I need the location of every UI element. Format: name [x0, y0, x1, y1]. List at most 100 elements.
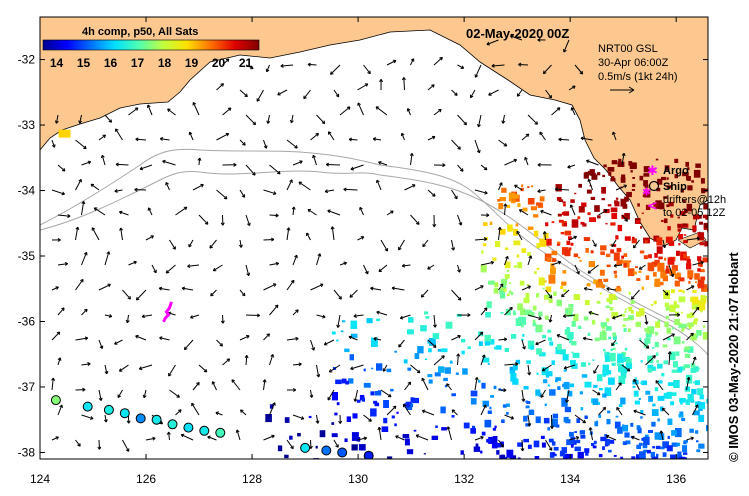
current-arrow-icon [168, 364, 176, 377]
sst-pixel [695, 163, 701, 168]
current-arrow-icon [613, 263, 623, 268]
current-arrow-icon [98, 339, 104, 349]
sst-pixel [573, 313, 579, 321]
sst-pixel [647, 326, 655, 334]
current-arrow-icon [307, 62, 317, 67]
sst-pixel [370, 408, 377, 417]
current-arrow-icon [567, 164, 576, 169]
sst-pixel [581, 202, 587, 207]
sst-pixel [563, 381, 570, 390]
sst-pixel [636, 311, 642, 317]
sst-pixel [656, 246, 663, 254]
sst-pixel [520, 308, 526, 316]
sst-pixel [350, 320, 358, 329]
sst-pixel [592, 359, 595, 361]
current-arrow-icon [93, 207, 106, 216]
sst-pixel [545, 371, 553, 377]
current-arrow-icon [376, 179, 382, 191]
sst-pixel [620, 314, 625, 317]
x-tick-label: 136 [666, 472, 686, 486]
sst-pixel [590, 196, 596, 200]
sst-pixel [686, 313, 691, 319]
current-arrow-icon [587, 264, 599, 274]
colorbar-label: 20 [212, 56, 226, 70]
sst-pixel [662, 441, 669, 449]
sst-pixel [482, 357, 490, 363]
current-arrow-icon [521, 133, 530, 141]
sst-pixel [445, 321, 453, 329]
sst-pixel [394, 423, 397, 427]
current-arrow-icon [404, 184, 416, 191]
sst-pixel [664, 257, 667, 261]
sst-pixel [544, 315, 549, 320]
sst-pixel [284, 417, 290, 423]
current-arrow-icon [286, 227, 291, 241]
sst-pixel [493, 385, 497, 390]
sst-pixel [672, 327, 675, 330]
current-arrow-icon [551, 107, 561, 116]
sst-pixel [690, 367, 697, 373]
current-arrow-icon [244, 355, 249, 366]
sst-pixel [562, 270, 567, 274]
sst-pixel [617, 353, 624, 363]
sst-pixel [652, 347, 655, 349]
sst-pixel [542, 287, 545, 290]
sst-pixel [690, 297, 694, 302]
sst-pixel [443, 377, 448, 382]
sst-pixel [665, 268, 670, 274]
current-arrow-icon [220, 314, 225, 324]
sst-pixel [690, 312, 695, 318]
current-arrow-icon [395, 435, 405, 441]
sst-pixel [607, 204, 612, 207]
sst-pixel [536, 243, 541, 249]
sst-pixel [375, 391, 382, 396]
current-arrow-icon [427, 84, 435, 91]
current-arrow-icon [598, 209, 608, 216]
current-arrow-icon [333, 89, 340, 98]
current-arrow-icon [582, 336, 593, 341]
sst-pixel [517, 442, 523, 447]
sst-pixel [475, 443, 479, 447]
sst-pixel [697, 268, 701, 272]
current-arrow-icon [562, 314, 576, 319]
sst-pixel [580, 435, 586, 439]
sst-pixel [632, 177, 635, 179]
sst-pixel [677, 451, 682, 457]
sst-pixel [606, 419, 611, 425]
current-arrow-icon [563, 364, 576, 370]
current-arrow-icon [263, 139, 268, 149]
sst-pixel [584, 448, 590, 453]
sst-pixel [691, 388, 697, 395]
drifter-chevron-icon: < [647, 199, 658, 214]
sst-pixel [681, 418, 686, 422]
sst-pixel [534, 456, 540, 459]
sst-pixel [513, 265, 517, 268]
sst-pixel [664, 302, 669, 308]
sst-pixel [589, 217, 596, 222]
sst-pixel [351, 444, 358, 451]
sst-pixel [579, 430, 585, 435]
sst-pixel [498, 203, 504, 210]
sst-pixel [639, 308, 645, 316]
current-arrow-icon [245, 164, 256, 176]
sst-pixel [686, 259, 691, 264]
sst-pixel [624, 348, 628, 351]
sst-pixel [698, 401, 706, 410]
sst-pixel [667, 257, 675, 265]
sst-pixel [608, 377, 615, 385]
sst-pixel [660, 406, 664, 412]
current-arrow-icon [498, 439, 504, 448]
sst-pixel [556, 197, 562, 201]
sst-pixel [697, 256, 702, 261]
current-arrow-icon [192, 101, 200, 116]
sst-pixel [606, 253, 611, 258]
current-arrow-icon [198, 364, 208, 373]
sst-pixel [504, 347, 509, 352]
sst-pixel [366, 318, 373, 324]
current-arrow-icon [488, 89, 499, 96]
sst-pixel [664, 321, 669, 328]
sst-pixel [678, 234, 683, 240]
sst-pixel [563, 453, 569, 459]
sst-pixel [611, 311, 619, 318]
sst-pixel [501, 285, 507, 289]
